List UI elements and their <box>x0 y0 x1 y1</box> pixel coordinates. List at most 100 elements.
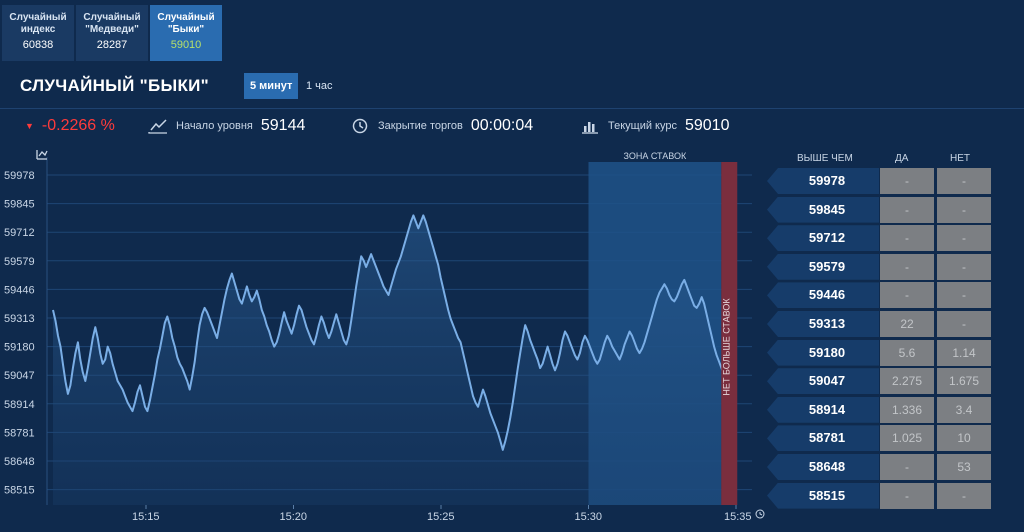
current-value: 59010 <box>684 117 730 134</box>
x-tick-label: 15:20 <box>280 511 308 523</box>
page-title: СЛУЧАЙНЫЙ "БЫКИ" <box>20 76 210 95</box>
y-tick-label: 59313 <box>4 313 35 325</box>
level-cell: 58914 <box>767 396 879 423</box>
level-cell: 58781 <box>767 425 879 452</box>
x-tick-label: 15:30 <box>575 511 603 523</box>
divider <box>0 108 1024 109</box>
tab-value: 60838 <box>22 39 54 51</box>
bet-zone-label: ЗОНА СТАВОК <box>624 151 687 161</box>
change-percent: ▼ -0.2266 % <box>25 112 115 140</box>
table-row: 59579- - <box>767 253 1024 280</box>
level-cell: 59712 <box>767 225 879 252</box>
start-level: Начало уровня 59144 <box>148 112 305 140</box>
no-odds-button[interactable]: - <box>937 168 991 194</box>
clock-icon <box>350 117 370 135</box>
yes-odds-button[interactable]: 5.6 <box>880 339 934 366</box>
table-row: 59712- - <box>767 225 1024 252</box>
tab-value: 59010 <box>170 39 202 51</box>
chart-toggle-icon[interactable] <box>36 150 48 160</box>
level-cell: 59446 <box>767 282 879 309</box>
table-row: 59180 5.6 1.14 <box>767 339 1024 366</box>
close-time: Закрытие торгов 00:00:04 <box>350 112 533 140</box>
y-tick-label: 59712 <box>4 227 35 239</box>
level-cell: 59180 <box>767 339 879 366</box>
stats-bar: ▼ -0.2266 % Начало уровня 59144 Закрытие… <box>0 112 1024 140</box>
header-yes: ДА <box>895 153 909 164</box>
yes-odds-button[interactable]: - <box>880 482 934 509</box>
header-level: ВЫШЕ ЧЕМ <box>797 153 853 164</box>
y-tick-label: 59845 <box>4 199 35 211</box>
tab-label: Случайный индекс <box>9 12 67 35</box>
yes-odds-button[interactable]: - <box>880 168 934 194</box>
no-bets-strip <box>721 162 738 505</box>
close-label: Закрытие торгов <box>378 120 463 132</box>
bets-table: ВЫШЕ ЧЕМ ДА НЕТ 59978- -59845- -59712- -595… <box>767 147 1024 532</box>
clock-icon <box>755 509 765 519</box>
yes-odds-button[interactable]: - <box>880 225 934 252</box>
table-row: 59047 2.275 1.675 <box>767 368 1024 395</box>
yes-odds-button[interactable]: - <box>880 196 934 223</box>
no-odds-button[interactable]: - <box>937 482 991 509</box>
level-cell: 59313 <box>767 311 879 337</box>
y-tick-label: 58781 <box>4 427 35 439</box>
current-label: Текущий курс <box>608 120 677 132</box>
table-row: 59446- - <box>767 282 1024 309</box>
level-cell: 59579 <box>767 253 879 280</box>
y-tick-label: 58914 <box>4 399 35 411</box>
no-odds-button[interactable]: - <box>937 311 991 337</box>
tab-random-bears[interactable]: Случайный "Медведи" 28287 <box>76 5 148 61</box>
change-value: -0.2266 % <box>41 117 115 134</box>
tab-label: Случайный "Быки" <box>157 12 215 35</box>
tab-random-bulls[interactable]: Случайный "Быки" 59010 <box>150 5 222 61</box>
y-tick-label: 58515 <box>4 485 35 497</box>
index-tabs: Случайный индекс 60838 Случайный "Медвед… <box>0 0 222 62</box>
start-value: 59144 <box>260 117 306 134</box>
tab-random-index[interactable]: Случайный индекс 60838 <box>2 5 74 61</box>
bar-chart-icon <box>580 117 600 135</box>
table-row: 59845- - <box>767 196 1024 223</box>
table-row: 59313 22- <box>767 311 1024 337</box>
price-chart: ЗОНА СТАВОК НЕТ БОЛЬШЕ СТАВОК 59978 59845… <box>4 150 765 523</box>
yes-odds-button[interactable]: 2.275 <box>880 368 934 395</box>
yes-odds-button[interactable]: 22 <box>880 311 934 337</box>
yes-odds-button[interactable]: 1.336 <box>880 396 934 423</box>
current-rate: Текущий курс 59010 <box>580 112 729 140</box>
y-tick-label: 58648 <box>4 456 35 468</box>
yes-odds-button[interactable]: 1.025 <box>880 425 934 452</box>
yes-odds-button[interactable]: - <box>880 253 934 280</box>
x-tick-label: 15:35 <box>724 511 752 523</box>
timeframe-1h-button[interactable]: 1 час <box>306 80 333 92</box>
level-cell: 58515 <box>767 482 879 509</box>
level-cell: 59047 <box>767 368 879 395</box>
no-odds-button[interactable]: 10 <box>937 425 991 452</box>
no-odds-button[interactable]: - <box>937 225 991 252</box>
no-odds-button[interactable]: - <box>937 196 991 223</box>
start-label: Начало уровня <box>176 120 253 132</box>
price-line <box>52 214 730 451</box>
no-odds-button[interactable]: 53 <box>937 454 991 480</box>
y-tick-label: 59978 <box>4 170 35 182</box>
level-cell: 59978 <box>767 168 879 194</box>
table-row: 58914 1.336 3.4 <box>767 396 1024 423</box>
no-odds-button[interactable]: 3.4 <box>937 396 991 423</box>
x-tick-label: 15:15 <box>132 511 160 523</box>
close-value: 00:00:04 <box>470 117 534 134</box>
yes-odds-button[interactable]: - <box>880 282 934 309</box>
y-tick-label: 59180 <box>4 342 35 354</box>
trend-icon <box>148 117 168 135</box>
no-odds-button[interactable]: 1.675 <box>937 368 991 395</box>
no-odds-button[interactable]: - <box>937 253 991 280</box>
tab-label: Случайный "Медведи" <box>83 12 141 35</box>
x-tick-label: 15:25 <box>427 511 455 523</box>
no-odds-button[interactable]: 1.14 <box>937 339 991 366</box>
timeframe-5min-button[interactable]: 5 минут <box>244 73 299 99</box>
level-cell: 58648 <box>767 454 879 480</box>
header-no: НЕТ <box>950 153 970 164</box>
no-odds-button[interactable]: - <box>937 282 991 309</box>
table-row: 59978- - <box>767 168 1024 194</box>
table-row: 58781 1.025 10 <box>767 425 1024 452</box>
yes-odds-button[interactable]: - <box>880 454 934 480</box>
no-bets-label: НЕТ БОЛЬШЕ СТАВОК <box>721 298 731 396</box>
y-tick-label: 59047 <box>4 370 35 382</box>
y-tick-label: 59579 <box>4 256 35 268</box>
